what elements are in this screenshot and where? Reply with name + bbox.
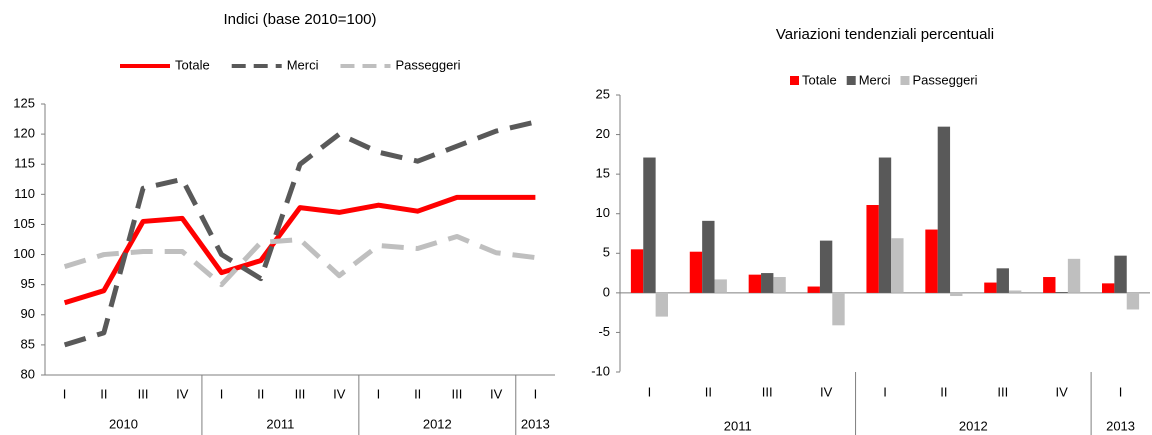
bar (761, 273, 774, 293)
bar (1102, 283, 1115, 293)
y-tick-label: 95 (21, 276, 35, 291)
bar (1114, 255, 1127, 293)
x-tick-label: IV (820, 384, 833, 399)
y-tick-label: 125 (13, 95, 35, 110)
y-tick-label: 90 (21, 306, 35, 321)
bar (1055, 292, 1068, 293)
legend-label: Passeggeri (912, 72, 977, 87)
x-tick-label: III (997, 384, 1008, 399)
bar (925, 229, 938, 293)
bar (891, 238, 904, 293)
x-tick-label: III (138, 386, 149, 401)
y-tick-label: 100 (13, 246, 35, 261)
x-tick-label: I (648, 384, 652, 399)
x-tick-label: I (63, 386, 67, 401)
bar (773, 277, 786, 293)
y-tick-label: -10 (591, 363, 610, 378)
x-tick-label: IV (176, 386, 189, 401)
legend-swatch (900, 76, 910, 85)
x-group-label: 2012 (423, 416, 452, 431)
y-tick-label: 0 (603, 284, 610, 299)
bar (866, 205, 879, 293)
y-tick-label: 105 (13, 216, 35, 231)
x-group-label: 2012 (959, 418, 988, 433)
x-tick-label: II (940, 384, 947, 399)
bar (630, 249, 644, 293)
x-tick-label: IV (333, 386, 346, 401)
x-group-label: 2011 (724, 418, 752, 433)
y-tick-label: -5 (598, 324, 610, 339)
legend-label: Merci (859, 72, 891, 87)
x-tick-label: II (414, 386, 421, 401)
chart-title: Variazioni tendenziali percentuali (776, 26, 994, 43)
y-tick-label: 20 (596, 126, 610, 141)
legend-swatch (846, 76, 856, 85)
x-tick-label: II (257, 386, 264, 401)
x-group-label: 2010 (109, 416, 138, 431)
legend-label: Totale (175, 57, 210, 72)
bar (655, 292, 668, 317)
bar (689, 251, 703, 293)
x-tick-label: III (762, 384, 773, 399)
bar (1126, 292, 1140, 310)
x-tick-label: I (883, 384, 887, 399)
line-series (63, 233, 536, 288)
bar (996, 268, 1009, 293)
x-group-label: 2011 (266, 416, 294, 431)
legend-swatch (790, 76, 799, 85)
y-tick-label: 15 (596, 166, 610, 181)
bar (807, 286, 820, 293)
x-tick-label: IV (490, 386, 503, 401)
x-tick-label: II (100, 386, 107, 401)
x-tick-label: III (295, 386, 306, 401)
bar (937, 126, 951, 293)
legend-label: Passeggeri (395, 57, 460, 72)
y-tick-label: 80 (21, 366, 35, 381)
y-tick-label: 110 (14, 186, 35, 201)
y-tick-label: 85 (21, 336, 35, 351)
legend-label: Totale (802, 72, 837, 87)
bar (702, 220, 715, 293)
x-group-label: 2013 (521, 416, 550, 431)
bar (832, 292, 845, 326)
y-tick-label: 25 (596, 86, 610, 101)
y-tick-label: 10 (596, 205, 610, 220)
x-tick-label: I (220, 386, 224, 401)
line-series (63, 119, 536, 348)
bar (950, 292, 963, 297)
bar (748, 274, 762, 293)
bar (984, 282, 997, 293)
x-group-label: 2013 (1106, 418, 1135, 433)
x-tick-label: III (452, 386, 463, 401)
bar (714, 279, 727, 293)
bar (1067, 258, 1081, 293)
x-tick-label: II (705, 384, 712, 399)
bar (1008, 290, 1022, 293)
y-tick-label: 5 (603, 245, 610, 260)
chart-title: Indici (base 2010=100) (223, 11, 376, 28)
y-tick-label: 115 (14, 156, 35, 171)
x-tick-label: IV (1056, 384, 1069, 399)
x-tick-label: I (534, 386, 538, 401)
x-tick-label: I (1119, 384, 1123, 399)
bar (643, 157, 656, 293)
bar (819, 240, 833, 293)
y-tick-label: 120 (13, 126, 35, 141)
bar (1043, 277, 1056, 293)
legend-label: Merci (287, 57, 319, 72)
bar (878, 157, 892, 293)
line-series (63, 194, 536, 306)
x-tick-label: I (377, 386, 381, 401)
